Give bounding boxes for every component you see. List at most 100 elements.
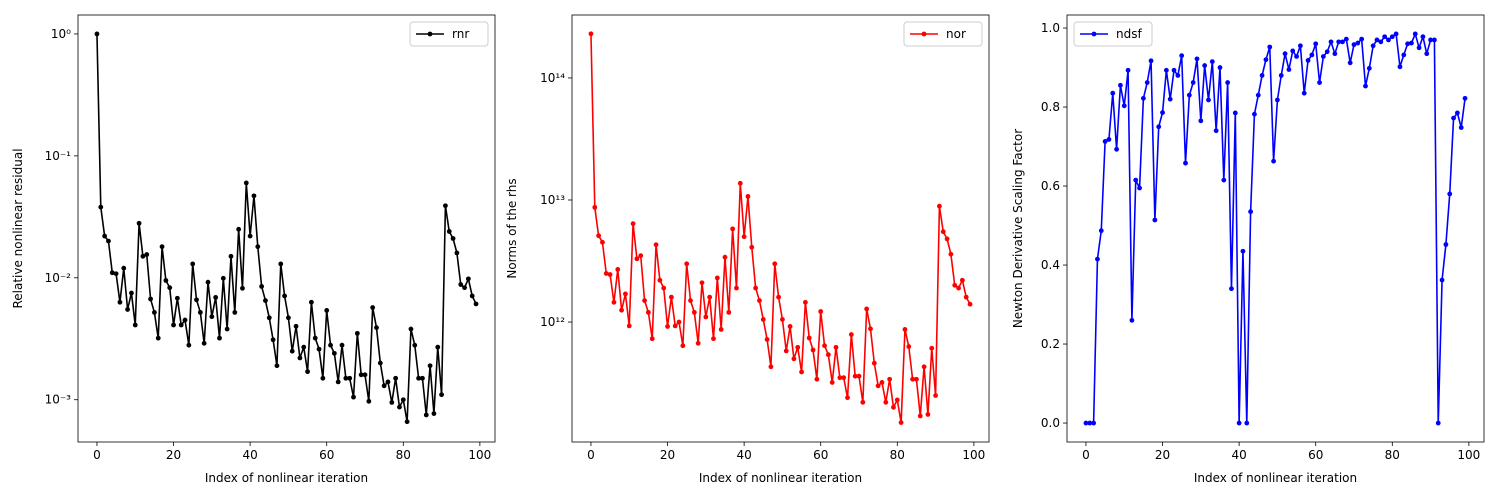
point: [1428, 37, 1433, 43]
point: [462, 285, 467, 291]
point: [1121, 103, 1127, 109]
point: [144, 252, 150, 257]
point: [320, 375, 326, 381]
legend-label: nor: [946, 27, 966, 41]
point: [1351, 42, 1357, 48]
point: [347, 375, 353, 381]
point: [98, 204, 104, 210]
y-tick-label: 10⁻³: [45, 393, 72, 407]
point: [1102, 139, 1108, 144]
point: [1125, 67, 1131, 73]
x-tick-label: 80: [1385, 448, 1400, 462]
point: [940, 229, 946, 235]
point: [197, 310, 203, 315]
point: [335, 379, 341, 385]
x-tick-label: 20: [166, 448, 181, 462]
point: [316, 346, 322, 352]
point: [906, 344, 912, 349]
point: [1190, 80, 1196, 85]
point: [270, 337, 276, 343]
point: [757, 298, 762, 303]
y-tick-label: 0.4: [1041, 258, 1060, 272]
point: [301, 344, 307, 350]
point: [259, 283, 265, 289]
point: [1382, 34, 1388, 40]
legend-box: [409, 21, 489, 47]
point: [454, 250, 460, 256]
point: [458, 282, 464, 287]
point: [1405, 41, 1411, 47]
legend-label: ndsf: [1116, 27, 1142, 41]
point: [745, 194, 751, 199]
point: [661, 285, 667, 291]
point: [1095, 256, 1100, 262]
point: [1317, 80, 1322, 85]
x-tick-label: 60: [1308, 448, 1323, 462]
point: [1118, 82, 1123, 88]
point: [1439, 277, 1445, 283]
point: [400, 397, 406, 403]
point: [1232, 110, 1238, 116]
plot-frame: [1066, 14, 1485, 443]
point: [1363, 83, 1368, 89]
point: [1140, 95, 1146, 101]
point: [963, 294, 969, 300]
point: [1083, 420, 1089, 426]
point: [397, 404, 402, 410]
point: [603, 271, 609, 276]
y-axis-label: Norms of the rhs: [505, 178, 519, 278]
point: [802, 299, 808, 305]
point: [956, 285, 961, 291]
point: [1336, 39, 1342, 45]
point: [209, 314, 215, 320]
point: [1309, 52, 1315, 58]
point: [1114, 146, 1119, 152]
point: [102, 233, 108, 239]
point: [243, 180, 249, 186]
point: [1282, 51, 1288, 57]
point: [1221, 177, 1227, 183]
point: [381, 383, 387, 389]
point: [435, 344, 441, 350]
x-axis-label: Index of nonlinear iteration: [1194, 471, 1357, 485]
point: [914, 376, 919, 382]
point: [948, 251, 954, 257]
point: [1252, 111, 1257, 117]
point: [967, 301, 973, 307]
point: [852, 373, 858, 379]
x-axis-label: Index of nonlinear iteration: [205, 471, 368, 485]
plot-frame: [77, 14, 496, 443]
point: [607, 272, 613, 277]
point: [1370, 43, 1376, 49]
point: [707, 294, 713, 300]
point: [845, 395, 850, 401]
point: [132, 322, 138, 328]
point: [324, 308, 330, 313]
point: [1301, 90, 1307, 96]
point: [1443, 242, 1449, 247]
point: [1313, 41, 1319, 47]
subplot: 0 20 40 60 80 100 0.0 0.2 0.4 0.6 0.8 1.0 Index of n…: [1011, 14, 1485, 485]
legend-box: [903, 21, 983, 47]
y-tick-label: 0.6: [1041, 179, 1060, 193]
point: [473, 301, 479, 307]
point: [1209, 59, 1215, 65]
point: [718, 327, 724, 332]
point: [592, 204, 598, 210]
point: [1432, 37, 1437, 43]
point: [902, 327, 908, 332]
point: [1447, 191, 1453, 197]
point: [1098, 228, 1104, 234]
point: [783, 348, 789, 354]
point: [887, 376, 893, 382]
point: [420, 375, 425, 381]
x-tick-label: 40: [242, 448, 257, 462]
series-line: [1085, 31, 1466, 424]
point: [1167, 96, 1173, 102]
point: [286, 315, 291, 321]
point: [1244, 420, 1250, 426]
point: [423, 412, 429, 418]
point: [737, 180, 743, 186]
point: [1259, 73, 1265, 78]
point: [653, 242, 659, 248]
